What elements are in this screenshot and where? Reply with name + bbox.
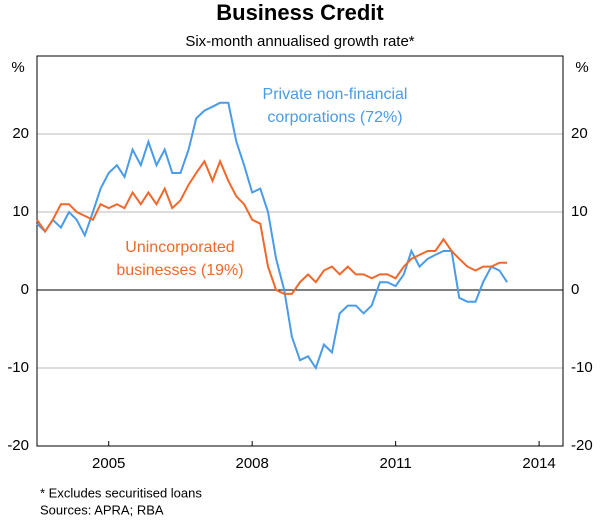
y2-tick-label: -10	[571, 359, 593, 376]
chart-title: Business Credit	[216, 0, 384, 25]
series-label: Unincorporated	[125, 239, 234, 256]
chart-subtitle: Six-month annualised growth rate*	[185, 33, 414, 50]
x-tick-label: 2005	[92, 455, 125, 472]
footnote: Sources: APRA; RBA	[40, 502, 164, 517]
series-label: businesses (19%)	[116, 262, 243, 279]
y2-unit: %	[575, 59, 588, 76]
footnote: * Excludes securitised loans	[40, 485, 202, 500]
y-tick-label: 10	[12, 203, 29, 220]
x-tick-label: 2014	[522, 455, 555, 472]
y2-tick-label: 0	[571, 281, 579, 298]
y-tick-label: 0	[21, 281, 29, 298]
y2-tick-label: 10	[571, 203, 588, 220]
y-tick-label: -20	[7, 437, 29, 454]
y-unit: %	[11, 59, 24, 76]
y-tick-label: -10	[7, 359, 29, 376]
series-label: corporations (72%)	[267, 109, 402, 126]
y-tick-label: 20	[12, 125, 29, 142]
plot-frame	[36, 55, 564, 447]
x-tick-label: 2008	[235, 455, 268, 472]
series-line	[36, 158, 508, 295]
y2-tick-label: 20	[571, 125, 588, 142]
series-line	[36, 101, 508, 371]
y2-tick-label: -20	[571, 437, 593, 454]
x-tick-label: 2011	[380, 455, 412, 472]
series-label: Private non-financial	[263, 86, 408, 103]
